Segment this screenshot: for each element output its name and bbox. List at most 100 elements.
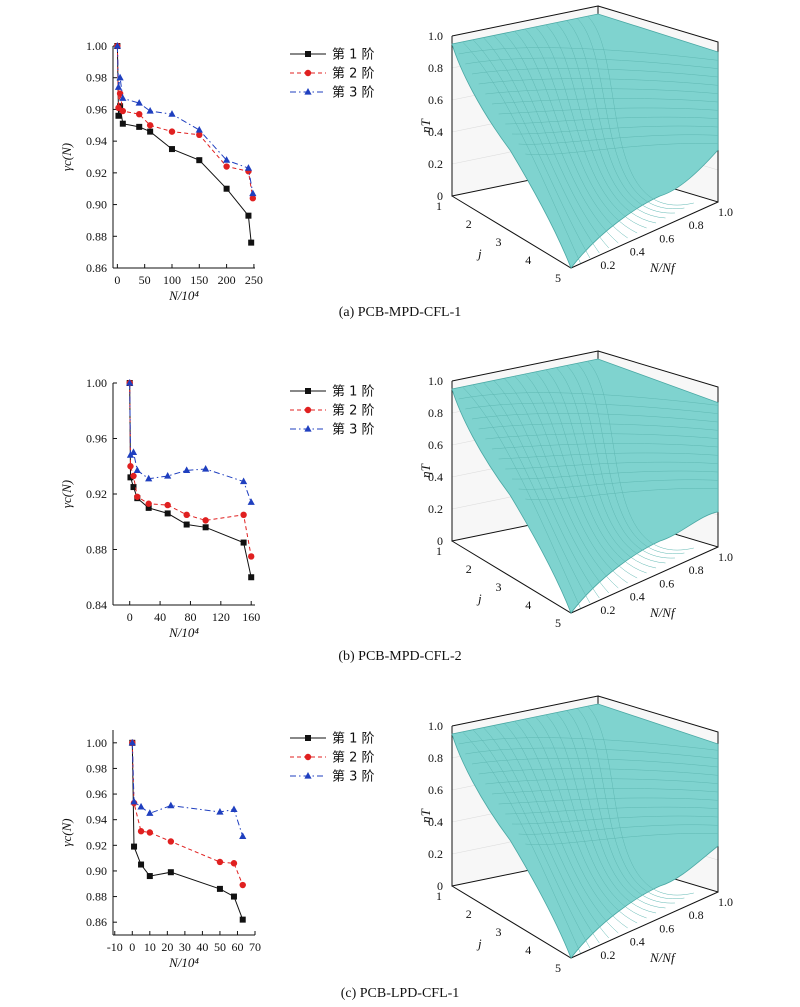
legend-label: 第 3 阶 xyxy=(332,423,375,438)
j-tick-label: 3 xyxy=(496,235,502,249)
y-tick-label: 0.86 xyxy=(86,261,107,275)
surface-chart-1: 0 0.2 0.4 0.6 0.8 1.0 1 2 3 4 5 0.2 0.4 0.6 0.8 1.0 ηT j N… xyxy=(418,5,733,285)
surface-mesh-line xyxy=(498,107,719,115)
data-point xyxy=(244,164,253,171)
j-tick-label: 5 xyxy=(555,616,561,630)
data-point xyxy=(146,873,153,880)
surface-mesh-line xyxy=(587,15,694,206)
surface-mesh-line xyxy=(503,378,619,589)
data-point xyxy=(136,110,143,118)
j-tick-label: 1 xyxy=(436,199,442,213)
z-axis-label: ηT xyxy=(418,463,433,477)
z-tick-label: 0.8 xyxy=(428,61,443,75)
legend-label: 第 2 阶 xyxy=(332,67,375,82)
x-tick-label: 250 xyxy=(245,273,263,287)
data-point xyxy=(216,858,224,866)
x-tick-label: 120 xyxy=(212,610,230,624)
z-tick-label: 0.6 xyxy=(428,783,443,797)
surface-mesh-line xyxy=(493,380,609,594)
surface-mesh-line xyxy=(503,723,619,934)
y-tick-label: 0.96 xyxy=(86,787,107,801)
data-point xyxy=(183,511,190,519)
y-tick-label: 1.00 xyxy=(86,736,107,750)
x-tick-label: 70 xyxy=(249,940,261,954)
surface-mesh-line xyxy=(472,384,591,604)
y-tick-label: 0.98 xyxy=(86,71,107,85)
j-axis-label: j xyxy=(476,591,482,606)
surface-mesh-line xyxy=(566,710,675,904)
legend-marker xyxy=(304,772,312,779)
surface-mesh-line xyxy=(535,26,647,229)
surface-mesh-line xyxy=(471,413,719,423)
data-point xyxy=(138,861,145,868)
nf-tick-label: 0.8 xyxy=(689,908,704,922)
y-tick-label: 0.96 xyxy=(86,432,107,446)
surface-mesh-line xyxy=(491,98,719,105)
y-tick-label: 0.88 xyxy=(86,543,107,557)
y-tick-label: 0.88 xyxy=(86,229,107,243)
surface-mesh-line xyxy=(566,20,675,214)
data-point xyxy=(168,146,175,153)
z-tick-label: 0.8 xyxy=(428,406,443,420)
legend-label: 第 1 阶 xyxy=(332,732,375,747)
x-tick-label: 0 xyxy=(129,940,135,954)
j-axis-label: j xyxy=(476,936,482,951)
data-point xyxy=(135,99,143,106)
z-tick-label: 1.0 xyxy=(428,29,443,43)
surface-patch xyxy=(451,703,719,959)
surface-mesh-line xyxy=(498,797,719,805)
data-point xyxy=(230,805,238,813)
data-point xyxy=(164,501,171,509)
surface-chart-2: 0 0.2 0.4 0.6 0.8 1.0 1 2 3 4 5 0.2 0.4 0.6 0.8 1.0 ηT j N… xyxy=(418,350,733,630)
series-line-1 xyxy=(129,382,252,578)
data-point xyxy=(128,738,136,746)
data-point xyxy=(216,808,224,815)
data-point xyxy=(129,448,138,455)
data-point xyxy=(239,832,247,839)
x-tick-label: 40 xyxy=(154,610,166,624)
legend-marker xyxy=(304,425,312,432)
surface-mesh-line xyxy=(525,488,719,500)
x-tick-label: 80 xyxy=(184,610,196,624)
y-tick-label: 0.92 xyxy=(86,487,107,501)
j-tick-label: 1 xyxy=(436,544,442,558)
surface-mesh-line xyxy=(524,373,638,579)
data-point xyxy=(195,126,203,133)
x-tick-label: 40 xyxy=(196,940,208,954)
surface-mesh-line xyxy=(535,371,647,574)
data-point xyxy=(183,466,191,474)
surface-patch xyxy=(451,358,719,614)
surface-mesh-line xyxy=(478,78,719,86)
y-tick-label: 0.90 xyxy=(86,198,107,212)
j-axis-label: j xyxy=(476,246,482,261)
surface-mesh-line xyxy=(485,778,719,785)
data-point xyxy=(116,90,124,97)
nf-tick-label: 1.0 xyxy=(718,550,733,564)
data-point xyxy=(248,574,255,581)
data-point xyxy=(146,809,154,816)
surface-mesh-line xyxy=(525,143,719,155)
j-tick-label: 5 xyxy=(555,961,561,975)
nf-tick-label: 0.2 xyxy=(600,603,615,617)
data-point xyxy=(167,838,175,845)
series-line-3 xyxy=(116,45,254,194)
surface-mesh-line xyxy=(465,402,719,414)
surface-mesh-line xyxy=(493,35,609,249)
surface-mesh-line xyxy=(511,125,719,135)
j-tick-label: 3 xyxy=(496,925,502,939)
nf-tick-label: 0.4 xyxy=(630,590,645,604)
data-point xyxy=(183,521,190,528)
surface-mesh-line xyxy=(511,470,719,480)
data-point xyxy=(240,477,248,485)
data-point xyxy=(126,379,134,386)
y-tick-label: 0.92 xyxy=(86,838,107,852)
surface-mesh-line xyxy=(514,720,628,929)
panel-caption: (a) PCB-MPD-CFL-1 xyxy=(339,305,462,320)
surface-mesh-line xyxy=(556,22,666,219)
y-tick-label: 1.00 xyxy=(86,39,107,53)
data-point xyxy=(136,123,143,130)
j-tick-label: 2 xyxy=(466,562,472,576)
panel-caption: (c) PCB-LPD-CFL-1 xyxy=(341,986,460,1001)
data-point xyxy=(146,829,154,836)
legend-marker xyxy=(304,753,312,761)
